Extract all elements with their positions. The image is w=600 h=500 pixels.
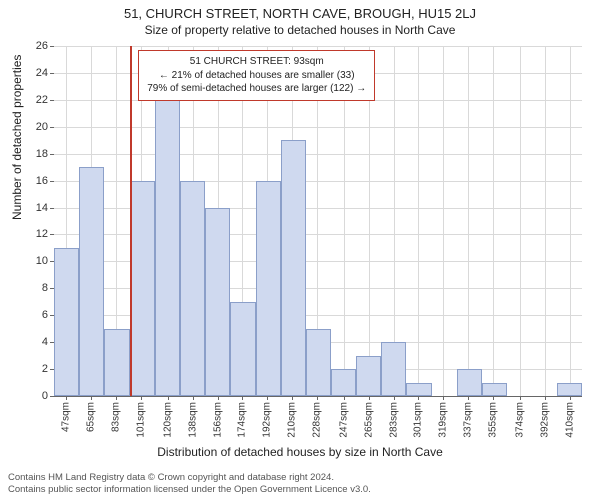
ytick-label: 18: [36, 148, 48, 160]
histogram-bar: [306, 329, 331, 396]
xtick-label: 337sqm: [463, 402, 474, 438]
annotation-line: 79% of semi-detached houses are larger (…: [147, 82, 366, 96]
xtick-label: 355sqm: [488, 402, 499, 438]
histogram-bar: [130, 181, 155, 396]
xtick-label: 192sqm: [262, 402, 273, 438]
histogram-bar: [180, 181, 205, 396]
histogram-bar: [79, 167, 104, 396]
ytick-mark: [50, 100, 54, 101]
xtick-label: 283sqm: [388, 402, 399, 438]
ytick-label: 2: [42, 363, 48, 375]
xtick-label: 301sqm: [413, 402, 424, 438]
grid-line: [418, 46, 419, 396]
histogram-bar: [482, 383, 507, 396]
ytick-label: 8: [42, 282, 48, 294]
x-axis-label: Distribution of detached houses by size …: [0, 445, 600, 459]
grid-line: [520, 46, 521, 396]
xtick-label: 174sqm: [237, 402, 248, 438]
histogram-bar: [457, 369, 482, 396]
xtick-label: 374sqm: [514, 402, 525, 438]
ytick-mark: [50, 73, 54, 74]
xtick-label: 138sqm: [187, 402, 198, 438]
y-axis-label: Number of detached properties: [10, 55, 24, 220]
chart-container: 51, CHURCH STREET, NORTH CAVE, BROUGH, H…: [0, 0, 600, 500]
ytick-mark: [50, 208, 54, 209]
ytick-label: 14: [36, 202, 48, 214]
grid-line: [443, 46, 444, 396]
histogram-bar: [557, 383, 582, 396]
xtick-label: 247sqm: [338, 402, 349, 438]
ytick-label: 0: [42, 390, 48, 402]
ytick-label: 6: [42, 309, 48, 321]
grid-line: [468, 46, 469, 396]
grid-line: [493, 46, 494, 396]
histogram-bar: [281, 140, 306, 396]
xtick-label: 319sqm: [438, 402, 449, 438]
xtick-label: 120sqm: [162, 402, 173, 438]
xtick-label: 392sqm: [539, 402, 550, 438]
xtick-label: 210sqm: [287, 402, 298, 438]
xtick-label: 83sqm: [111, 402, 122, 432]
xtick-label: 265sqm: [363, 402, 374, 438]
annotation-line: ← 21% of detached houses are smaller (33…: [147, 69, 366, 83]
ytick-label: 24: [36, 67, 48, 79]
plot-area: 0246810121416182022242647sqm65sqm83sqm10…: [54, 46, 582, 396]
annotation-box: 51 CHURCH STREET: 93sqm← 21% of detached…: [138, 50, 375, 101]
histogram-bar: [104, 329, 130, 396]
xtick-label: 101sqm: [136, 402, 147, 438]
ytick-label: 12: [36, 228, 48, 240]
ytick-mark: [50, 127, 54, 128]
ytick-mark: [50, 234, 54, 235]
histogram-bar: [155, 100, 180, 396]
ytick-label: 26: [36, 40, 48, 52]
ytick-mark: [50, 46, 54, 47]
ytick-label: 20: [36, 121, 48, 133]
histogram-bar: [356, 356, 381, 396]
xtick-label: 47sqm: [61, 402, 72, 432]
xtick-label: 156sqm: [212, 402, 223, 438]
histogram-bar: [381, 342, 406, 396]
histogram-bar: [331, 369, 356, 396]
chart-subtitle: Size of property relative to detached ho…: [0, 21, 600, 37]
ytick-mark: [50, 154, 54, 155]
ytick-label: 4: [42, 336, 48, 348]
ytick-mark: [50, 181, 54, 182]
histogram-bar: [54, 248, 79, 396]
grid-line: [545, 46, 546, 396]
x-axis-baseline: [54, 396, 582, 397]
property-marker-line: [130, 46, 132, 396]
ytick-label: 10: [36, 255, 48, 267]
footer-line-2: Contains public sector information licen…: [8, 484, 371, 496]
histogram-bar: [256, 181, 281, 396]
footer-attribution: Contains HM Land Registry data © Crown c…: [8, 472, 371, 496]
xtick-label: 228sqm: [312, 402, 323, 438]
ytick-label: 16: [36, 175, 48, 187]
histogram-bar: [205, 208, 230, 396]
histogram-bar: [230, 302, 256, 396]
chart-title: 51, CHURCH STREET, NORTH CAVE, BROUGH, H…: [0, 0, 600, 21]
footer-line-1: Contains HM Land Registry data © Crown c…: [8, 472, 371, 484]
annotation-line: 51 CHURCH STREET: 93sqm: [147, 55, 366, 69]
xtick-label: 410sqm: [564, 402, 575, 438]
grid-line: [570, 46, 571, 396]
ytick-label: 22: [36, 94, 48, 106]
xtick-label: 65sqm: [86, 402, 97, 432]
histogram-bar: [406, 383, 432, 396]
